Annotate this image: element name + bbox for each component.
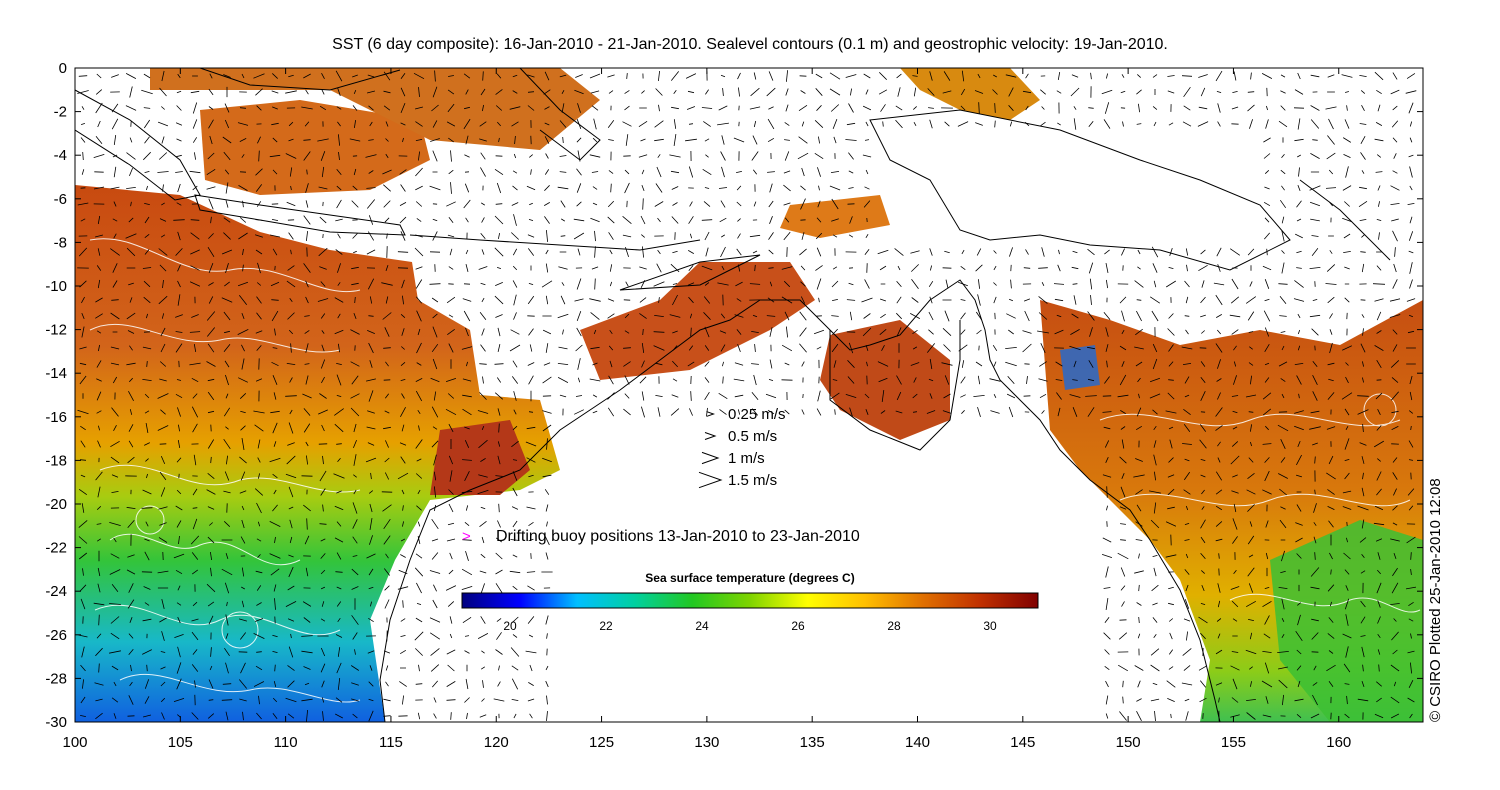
y-tick-label: -14 <box>45 365 67 382</box>
coastline <box>75 68 1391 722</box>
x-tick-label: 140 <box>905 734 930 751</box>
coast-cape-york-gulf <box>829 320 961 451</box>
y-tick-label: 0 <box>59 60 67 77</box>
x-tick-label: 145 <box>1010 734 1035 751</box>
velocity-arrow-field <box>77 70 1417 722</box>
coast-sulawesi <box>519 68 601 161</box>
x-tick-label: 150 <box>1116 734 1141 751</box>
sst-region-timor <box>580 262 815 380</box>
velocity-legend-label: 0.5 m/s <box>728 428 777 445</box>
sst-field <box>75 68 1423 722</box>
colorbar-tick-label: 26 <box>791 619 805 633</box>
y-tick-label: -24 <box>45 583 67 600</box>
y-tick-label: -10 <box>45 278 67 295</box>
sealevel-contours <box>89 238 1421 703</box>
coast-lesser-sunda <box>409 234 701 251</box>
map-title: SST (6 day composite): 16-Jan-2010 - 21-… <box>332 36 1168 53</box>
velocity-legend-label: 0.25 m/s <box>728 406 786 423</box>
y-tick-label: -28 <box>45 670 67 687</box>
geostrophic-velocity-arrows <box>77 70 1417 722</box>
x-tick-label: 130 <box>694 734 719 751</box>
y-tick-label: -6 <box>54 191 67 208</box>
sst-region-east-green <box>1270 520 1423 722</box>
sst-region-blue-spot <box>1060 345 1100 390</box>
y-tick-label: -30 <box>45 714 67 731</box>
buoy-marker-icon: > <box>462 528 471 545</box>
velocity-arrow-sample <box>706 411 716 417</box>
x-tick-label: 115 <box>379 734 403 751</box>
buoy-legend: > Drifting buoy positions 13-Jan-2010 to… <box>462 528 860 545</box>
sst-region-north-strip <box>150 68 600 150</box>
colorbar-title: Sea surface temperature (degrees C) <box>645 571 854 585</box>
coast-solomons <box>1299 179 1391 261</box>
colorbar-ticks: 20 22 24 26 28 30 <box>503 619 997 633</box>
x-tick-label: 160 <box>1326 734 1351 751</box>
sst-region-west <box>75 185 560 722</box>
coast-australia <box>379 279 1221 722</box>
colorbar-bar <box>461 592 1039 609</box>
colorbar-tick-label: 22 <box>599 619 613 633</box>
velocity-arrow-sample <box>701 451 720 465</box>
buoy-legend-label: Drifting buoy positions 13-Jan-2010 to 2… <box>496 528 860 545</box>
coast-timor <box>619 254 761 291</box>
y-tick-label: -16 <box>45 409 67 426</box>
velocity-legend: 0.25 m/s 0.5 m/s 1 m/s 1.5 m/s <box>698 406 786 489</box>
sst-region-arafura <box>820 320 950 440</box>
velocity-legend-label: 1 m/s <box>728 450 765 467</box>
colorbar-tick-label: 30 <box>983 619 997 633</box>
x-tick-label: 110 <box>274 734 298 751</box>
y-tick-label: -12 <box>45 322 67 339</box>
velocity-arrow-sample <box>704 432 717 440</box>
y-tick-label: -18 <box>45 452 67 469</box>
y-tick-label: -2 <box>54 104 67 121</box>
x-tick-label: 105 <box>168 734 193 751</box>
y-tick-label: -22 <box>45 540 67 557</box>
x-tick-label: 120 <box>484 734 509 751</box>
coast-borneo <box>199 68 401 91</box>
plot-frame <box>74 67 1424 723</box>
colorbar-tick-label: 28 <box>887 619 901 633</box>
y-tick-label: -20 <box>45 496 67 513</box>
sst-region-banda <box>780 195 890 238</box>
x-tick-label: 155 <box>1221 734 1246 751</box>
colorbar-tick-label: 24 <box>695 619 709 633</box>
coast-new-guinea <box>869 109 1291 271</box>
credit-text: © CSIRO Plotted 25-Jan-2010 12:08 <box>1427 478 1444 722</box>
sst-region-eastern-north <box>900 68 1040 120</box>
coast-java <box>194 194 406 236</box>
x-tick-label: 135 <box>800 734 825 751</box>
y-tick-label: -26 <box>45 627 67 644</box>
x-tick-label: 125 <box>589 734 614 751</box>
velocity-legend-label: 1.5 m/s <box>728 472 777 489</box>
y-tick-label: -8 <box>54 234 67 251</box>
velocity-arrow-sample <box>698 471 723 489</box>
colorbar: Sea surface temperature (degrees C) 20 22… <box>461 571 1039 633</box>
coast-sumatra <box>75 89 201 201</box>
x-tick-label: 100 <box>62 734 87 751</box>
y-tick-label: -4 <box>54 147 67 164</box>
colorbar-tick-label: 20 <box>503 619 517 633</box>
axes: 100 105 110 115 120 125 130 135 140 145 150 155 160 0… <box>45 60 1423 751</box>
